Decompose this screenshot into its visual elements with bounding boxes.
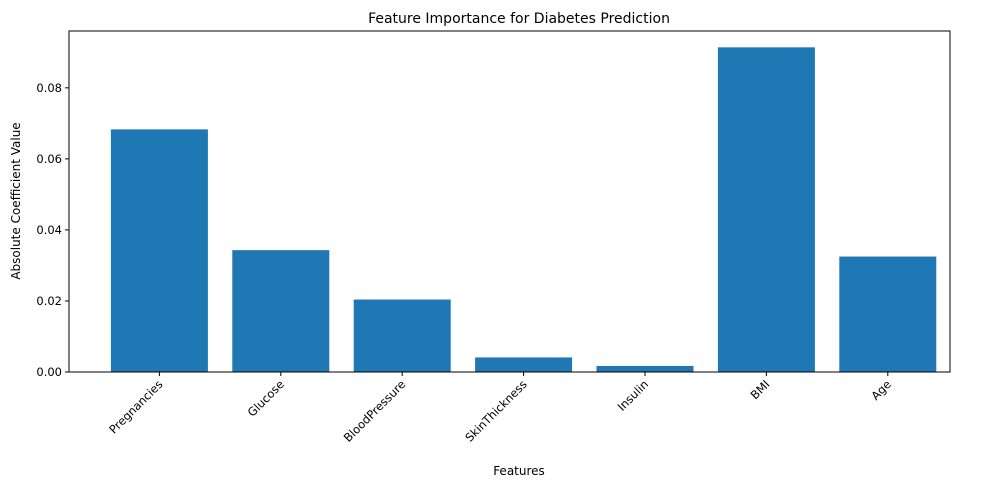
x-tick-label: Insulin	[615, 377, 652, 414]
x-axis-ticks: Pregnancies Glucose BloodPressure SkinThick…	[106, 372, 894, 445]
y-tick-label: 0.02	[36, 294, 62, 308]
bars-group	[110, 47, 937, 372]
x-tick-label: BloodPressure	[341, 377, 409, 445]
bar-bloodpressure	[353, 299, 451, 372]
x-tick-label: Glucose	[245, 377, 287, 419]
x-tick-label: Pregnancies	[106, 377, 165, 436]
x-tick-label: SkinThickness	[462, 377, 529, 444]
y-axis-label: Absolute Coefficient Value	[9, 122, 23, 279]
chart-title: Feature Importance for Diabetes Predicti…	[368, 11, 670, 27]
x-tick-label: Age	[868, 377, 894, 403]
x-tick-label: BMI	[748, 377, 773, 402]
bar-pregnancies	[110, 129, 208, 372]
y-tick-label: 0.06	[36, 152, 62, 166]
y-axis-ticks: 0.00 0.02 0.04 0.06 0.08	[36, 81, 69, 379]
y-tick-label: 0.08	[36, 81, 62, 95]
plot-frame	[68, 30, 951, 373]
x-axis-label: Features	[493, 464, 545, 478]
bar-bmi	[717, 47, 815, 372]
y-tick-label: 0.04	[36, 223, 62, 237]
bar-age	[839, 256, 937, 372]
bar-insulin	[596, 365, 694, 372]
y-tick-label: 0.00	[36, 365, 62, 379]
bar-glucose	[232, 250, 330, 372]
bar-skinthickness	[475, 357, 573, 372]
